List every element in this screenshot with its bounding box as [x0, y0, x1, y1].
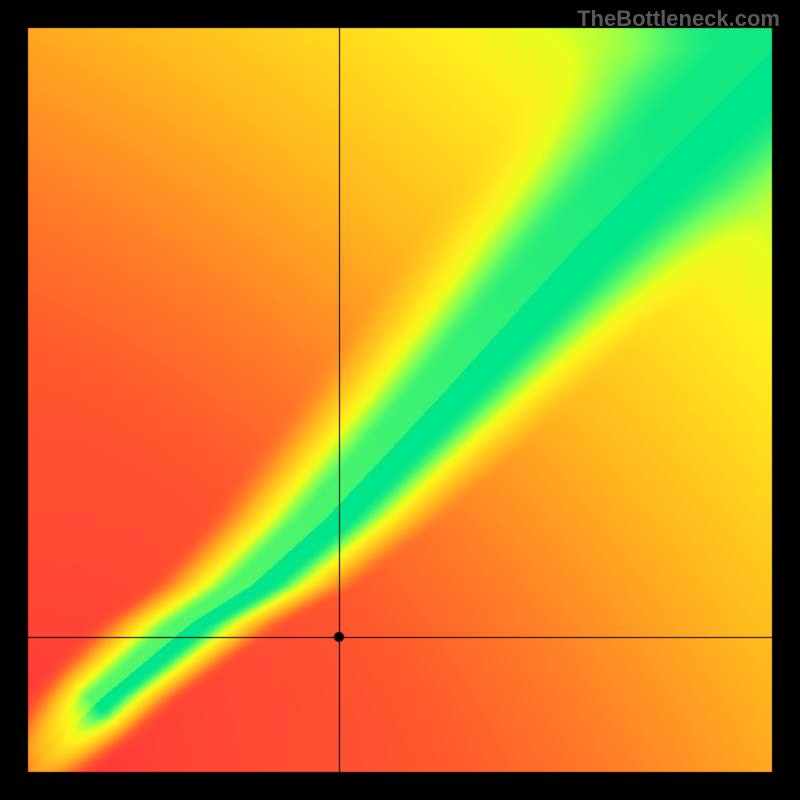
chart-container: TheBottleneck.com — [0, 0, 800, 800]
watermark: TheBottleneck.com — [577, 6, 780, 32]
bottleneck-heatmap — [0, 0, 800, 800]
